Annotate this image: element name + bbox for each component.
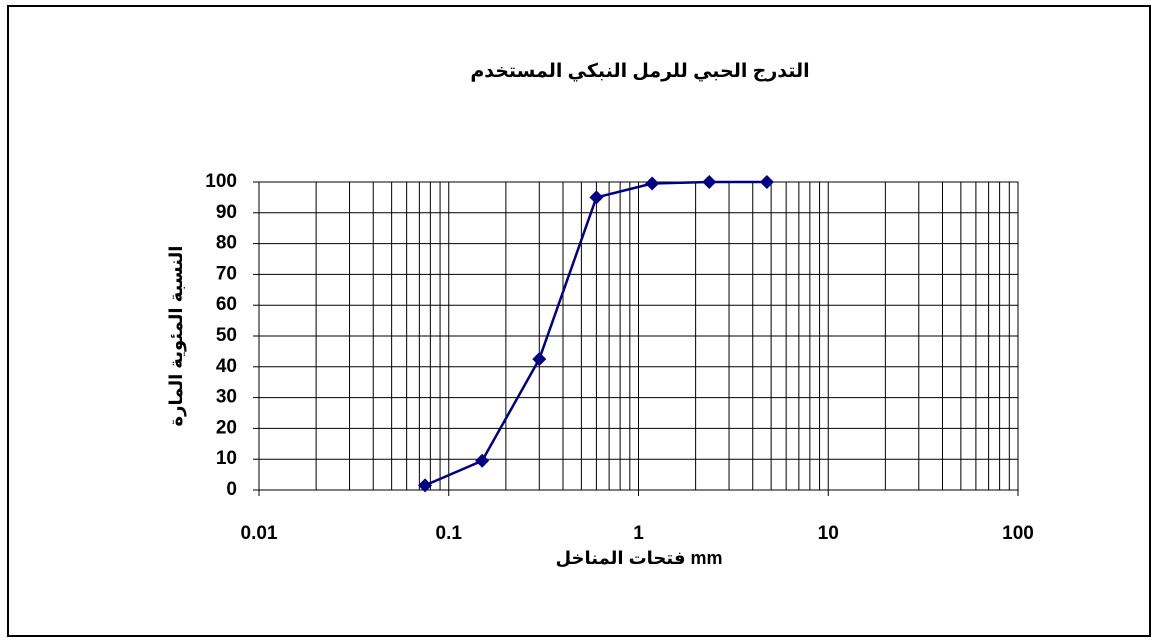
y-axis-label: النسبة المئوية المارة bbox=[166, 246, 187, 427]
data-point bbox=[759, 175, 774, 189]
y-tick-label: 70 bbox=[216, 263, 237, 284]
chart-frame bbox=[7, 5, 1151, 637]
x-tick-label: 1 bbox=[633, 523, 644, 544]
data-point bbox=[532, 352, 547, 367]
data-point bbox=[589, 190, 604, 205]
y-tick-label: 80 bbox=[216, 233, 237, 254]
y-tick-label: 60 bbox=[216, 294, 237, 315]
y-tick-label: 0 bbox=[226, 479, 237, 500]
y-tick-label: 90 bbox=[216, 202, 237, 223]
y-tick-label: 40 bbox=[216, 356, 237, 377]
x-tick-label: 100 bbox=[1002, 523, 1034, 544]
plot-border bbox=[258, 181, 1019, 491]
x-tick-label: 10 bbox=[818, 523, 839, 544]
x-axis-label: فتحات المناخل mm bbox=[555, 548, 722, 568]
x-tick-label: 0.01 bbox=[241, 523, 278, 544]
y-tick-label: 50 bbox=[216, 325, 237, 346]
data-point bbox=[475, 453, 490, 468]
x-tick-label: 0.1 bbox=[436, 523, 463, 544]
chart-title: التدرج الحبي للرمل النبكي المستخدم bbox=[470, 61, 809, 82]
y-tick-label: 20 bbox=[216, 417, 237, 438]
data-point bbox=[702, 175, 717, 189]
data-point bbox=[418, 478, 433, 493]
y-tick-label: 30 bbox=[216, 387, 237, 408]
y-tick-label: 100 bbox=[205, 171, 237, 192]
y-tick-label: 10 bbox=[216, 448, 237, 469]
data-point bbox=[645, 176, 660, 191]
